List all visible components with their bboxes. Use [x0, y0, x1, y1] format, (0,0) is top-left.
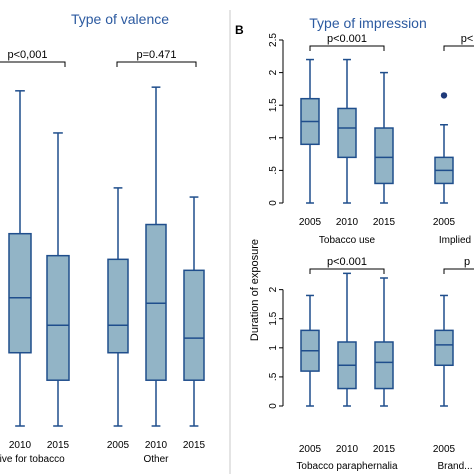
brand-box-2005-box [434, 329, 454, 367]
left-g2-box-2010-box [145, 223, 167, 381]
paraphernalia-box-2015-box [374, 341, 394, 390]
paraphernalia-xtick-2010: 2010 [336, 444, 359, 455]
implied-label: Implied [439, 235, 471, 246]
paraphernalia-bracket [309, 268, 385, 274]
paraphernalia-xtick-2005: 2005 [299, 444, 322, 455]
y-axis-label: Duration of exposure [249, 239, 261, 341]
top-ytick-label-5: 2.5 [268, 33, 279, 47]
tobacco-use-bracket [309, 45, 385, 51]
paraphernalia-label: Tobacco paraphernalia [296, 461, 398, 472]
top-ytick-label-3: 1.5 [268, 98, 279, 112]
paraphernalia-pvalue: p<0.001 [327, 256, 367, 268]
left-g2-pvalue: p=0.471 [136, 49, 176, 61]
tobacco-use-pvalue: p<0.001 [327, 33, 367, 45]
left-g2-xtick-2015: 2015 [183, 440, 206, 451]
implied-box-2005-outlier-0 [440, 92, 448, 99]
left-g1-pvalue: p<0,001 [7, 49, 47, 61]
left-g2-box-2015-box [183, 269, 205, 381]
top-ytick-label-0: 0 [268, 200, 279, 206]
tobacco-use-label: Tobacco use [319, 235, 376, 246]
left-g2-bracket [116, 61, 197, 67]
tobacco-use-xtick-2015: 2015 [373, 217, 396, 228]
brand-label: Brand... [437, 461, 472, 472]
tobacco-use-xtick-2005: 2005 [299, 217, 322, 228]
top-ytick-label-2: 1 [268, 135, 279, 141]
top-ytick-label-1: .5 [268, 166, 279, 175]
left-g1-label: ...ive for tobacco [0, 454, 65, 465]
left-g1-xtick-2015: 2015 [47, 440, 70, 451]
left-g2-xtick-2005: 2005 [107, 440, 130, 451]
panel-letter-b: B [235, 23, 244, 37]
brand-bracket [443, 268, 474, 274]
left-title: Type of valence [71, 11, 169, 27]
bottom-ytick-label-2: 1 [268, 345, 279, 351]
top-ytick-label-4: 2 [268, 69, 279, 75]
tobacco-use-xtick-2010: 2010 [336, 217, 359, 228]
bottom-ytick-label-3: 1.5 [268, 311, 279, 325]
bottom-ytick-label-0: 0 [268, 403, 279, 409]
left-g1-bracket [0, 61, 66, 67]
implied-pvalue: p< [461, 33, 474, 45]
implied-bracket [443, 45, 474, 51]
bottom-ytick-label-1: .5 [268, 372, 279, 381]
left-g2-xtick-2010: 2010 [145, 440, 168, 451]
bottom-ytick-label-4: 2 [268, 286, 279, 292]
brand-pvalue: p [464, 256, 470, 268]
right-title: Type of impression [309, 15, 427, 31]
paraphernalia-xtick-2015: 2015 [373, 444, 396, 455]
implied-xtick-2005: 2005 [433, 217, 456, 228]
left-g1-box-2015-box [46, 254, 70, 381]
left-g1-xtick-2010: 2010 [9, 440, 32, 451]
left-g1-box-2010-box [8, 232, 32, 354]
tobacco-use-box-2015-box [374, 127, 394, 185]
left-g2-label: Other [143, 454, 169, 465]
brand-xtick-2005: 2005 [433, 444, 456, 455]
tobacco-use-box-2010-box [337, 107, 357, 159]
left-g2-box-2005-box [107, 258, 129, 354]
